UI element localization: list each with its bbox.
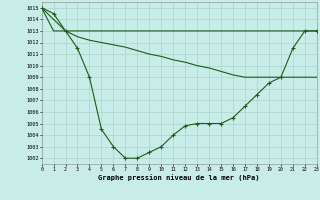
X-axis label: Graphe pression niveau de la mer (hPa): Graphe pression niveau de la mer (hPa): [99, 175, 260, 181]
